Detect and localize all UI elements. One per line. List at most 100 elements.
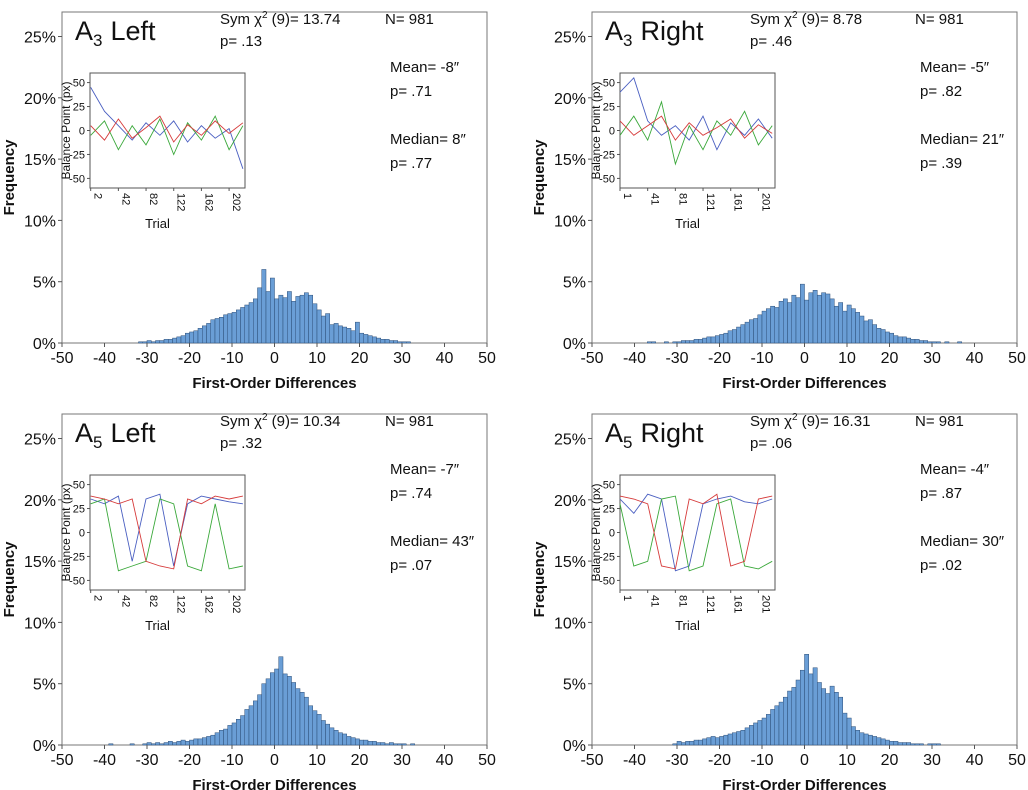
bar <box>295 688 301 746</box>
stat-sup: 2 <box>262 412 268 423</box>
bar <box>821 292 826 344</box>
inset-y-tick-label: -25 <box>599 149 615 161</box>
title-rest: Left <box>110 16 156 46</box>
bar <box>270 277 275 344</box>
x-tick-label: -30 <box>665 752 688 769</box>
inset-line <box>90 493 243 567</box>
x-tick-label: -40 <box>623 350 646 367</box>
bar <box>710 736 716 746</box>
bar <box>176 741 182 746</box>
bar <box>142 341 148 344</box>
x-tick-label: -50 <box>580 752 603 769</box>
annotation: N= 981 <box>915 11 964 28</box>
bar <box>647 341 652 344</box>
bar <box>389 340 394 344</box>
inset-x-tick-label: 2 <box>92 193 104 199</box>
bar <box>210 734 216 746</box>
x-axis-label: First-Order Differences <box>722 777 886 790</box>
bar <box>693 739 699 746</box>
bar <box>359 739 364 746</box>
inset-line <box>90 498 243 572</box>
stat-label: Sym χ <box>220 11 262 28</box>
inset-x-tick-label: 121 <box>704 193 716 211</box>
stat-text: Sym χ2 (9)= 13.74 <box>220 10 340 28</box>
y-tick-label: 15% <box>554 152 586 169</box>
bar <box>146 742 152 746</box>
y-tick-label: 0% <box>33 336 56 353</box>
bar <box>685 340 690 344</box>
bar <box>817 294 822 344</box>
bar <box>736 326 741 344</box>
stat-rest: (9)= 13.74 <box>272 11 341 28</box>
bar <box>778 301 784 344</box>
bar <box>397 743 403 746</box>
inset-y-tick-label: 25 <box>73 102 85 114</box>
bar <box>723 734 729 746</box>
bar <box>749 319 754 344</box>
bar <box>868 319 873 344</box>
bar <box>210 319 216 344</box>
bar <box>206 323 211 344</box>
annotation: Mean= -8″ <box>390 59 460 76</box>
bar <box>927 743 933 746</box>
bar <box>346 736 352 746</box>
title-subscript: 5 <box>93 433 102 452</box>
annotation: Median= 21″ <box>920 131 1005 148</box>
bar <box>702 738 707 746</box>
bar <box>338 732 343 746</box>
bar <box>248 705 254 746</box>
y-tick-label: 5% <box>33 275 56 292</box>
bar <box>783 696 788 746</box>
bar <box>189 331 194 344</box>
bar <box>872 736 877 746</box>
inset-x-tick-label: 81 <box>676 193 688 205</box>
bar <box>715 335 720 344</box>
bar <box>146 340 152 344</box>
x-tick-label: -10 <box>220 752 243 769</box>
bar <box>376 337 381 344</box>
bar <box>732 732 737 746</box>
annotation: p= .13 <box>220 33 262 50</box>
bar <box>664 341 669 344</box>
bar <box>787 302 792 344</box>
bar <box>295 296 301 344</box>
bar <box>253 298 258 344</box>
bar <box>855 312 860 344</box>
bar <box>346 328 352 344</box>
bar <box>902 742 907 746</box>
bar <box>355 321 360 344</box>
bar <box>223 314 228 344</box>
bar <box>846 717 852 746</box>
bar <box>710 336 716 344</box>
bar <box>859 315 865 344</box>
bar <box>672 743 678 746</box>
bar <box>698 339 703 344</box>
bar <box>219 317 224 344</box>
inset-y-tick-label: 25 <box>73 504 85 516</box>
bar <box>770 305 775 344</box>
y-tick-label: 0% <box>563 738 586 755</box>
inset-line <box>619 493 773 570</box>
y-axis-label: Frequency <box>531 541 548 618</box>
x-tick-label: 50 <box>478 350 496 367</box>
bar <box>227 313 233 344</box>
bar <box>753 318 758 344</box>
bar <box>159 340 165 344</box>
bar <box>240 307 245 344</box>
bar <box>812 290 818 344</box>
x-tick-label: -50 <box>580 350 603 367</box>
bar <box>757 314 763 344</box>
y-tick-label: 0% <box>563 336 586 353</box>
panel: 0%5%10%15%20%25%-50 -40 -30 -20 -10 0 10 20 30 40… <box>531 10 1026 392</box>
annotation: N= 981 <box>385 11 434 28</box>
bar <box>719 736 724 746</box>
bar <box>185 741 190 746</box>
panel-title: A3 Right <box>605 16 704 50</box>
bar <box>274 298 279 344</box>
bar <box>202 737 207 746</box>
inset-y-tick-label: 50 <box>73 480 85 492</box>
x-tick-label: 50 <box>478 752 496 769</box>
x-tick-label: 40 <box>436 350 454 367</box>
stat-rest: (9)= 16.31 <box>802 413 871 430</box>
inset-x-label: Trial <box>675 216 700 231</box>
